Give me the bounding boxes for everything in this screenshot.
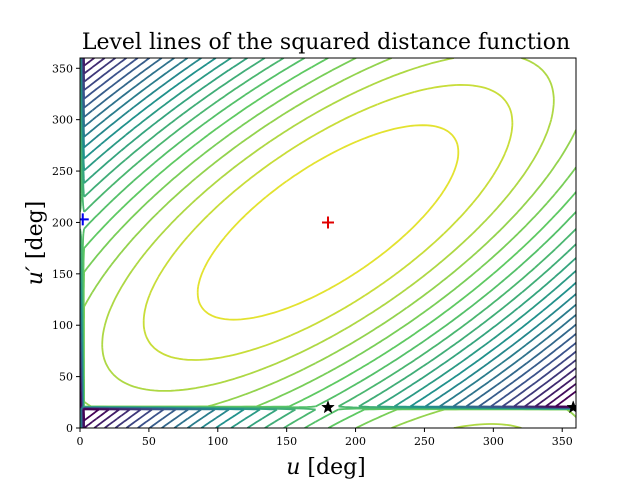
- marker-star-2: [321, 400, 335, 414]
- chart-title: Level lines of the squared distance func…: [82, 30, 570, 55]
- x-axis-ticks: 0 50 100 150 200 250 300 350: [77, 428, 573, 448]
- x-tick-label: 200: [345, 435, 366, 448]
- marker-star-3: [566, 400, 576, 414]
- y-axis-label: u′ [deg]: [23, 201, 48, 286]
- plot-frame: [79, 57, 577, 429]
- x-tick-label: 0: [77, 435, 84, 448]
- contour-lines: [80, 58, 576, 428]
- y-axis-ticks: 0 50 100 150 200 250 300 350: [52, 62, 80, 435]
- x-tick-label: 150: [276, 435, 297, 448]
- x-tick-label: 100: [207, 435, 228, 448]
- y-tick-label: 300: [52, 114, 73, 127]
- marker-plus-0: [322, 216, 334, 229]
- x-axis-label: u [deg]: [286, 455, 366, 480]
- x-tick-label: 50: [142, 435, 156, 448]
- y-tick-label: 0: [66, 422, 73, 435]
- y-tick-label: 200: [52, 216, 73, 229]
- y-tick-label: 350: [52, 62, 73, 75]
- x-tick-label: 350: [552, 435, 573, 448]
- contour-level-2: [142, 84, 514, 361]
- y-tick-label: 150: [52, 268, 73, 281]
- x-tick-label: 300: [483, 435, 504, 448]
- marker-plus-1: [80, 213, 89, 226]
- contour-level-1: [196, 124, 460, 321]
- x-tick-label: 250: [414, 435, 435, 448]
- y-tick-label: 250: [52, 165, 73, 178]
- markers: [80, 213, 576, 414]
- y-tick-label: 100: [52, 319, 73, 332]
- y-tick-label: 50: [59, 371, 73, 384]
